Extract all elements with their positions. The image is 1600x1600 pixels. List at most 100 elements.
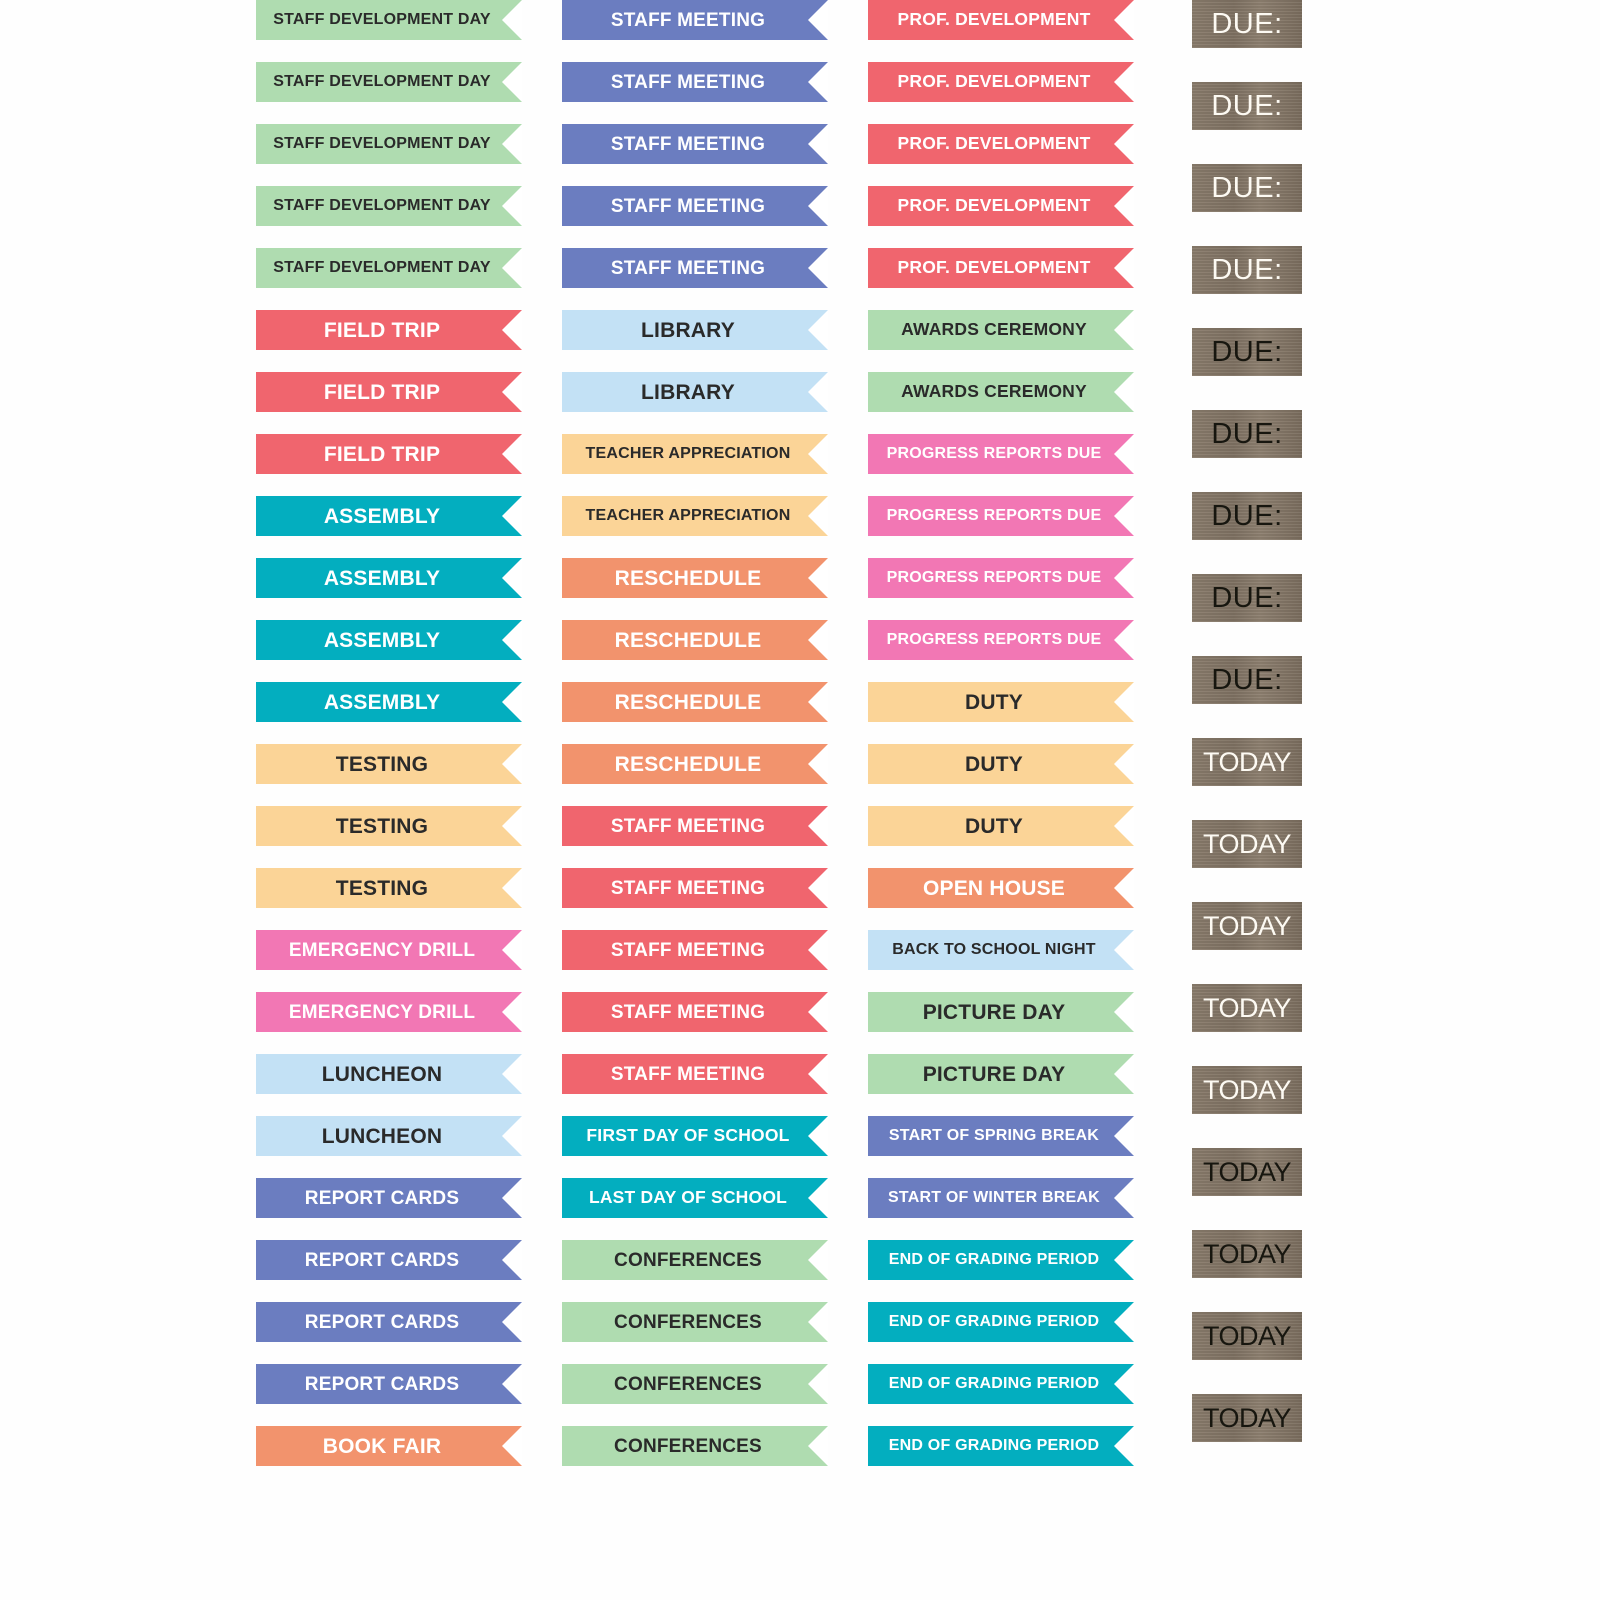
- ribbon-sticker[interactable]: BACK TO SCHOOL NIGHT: [868, 930, 1134, 970]
- ribbon-sticker[interactable]: REPORT CARDS: [256, 1178, 522, 1218]
- ribbon-sticker[interactable]: STAFF MEETING: [562, 806, 828, 846]
- ribbon-sticker[interactable]: END OF GRADING PERIOD: [868, 1364, 1134, 1404]
- ribbon-sticker[interactable]: END OF GRADING PERIOD: [868, 1240, 1134, 1280]
- ribbon-sticker-label: STAFF MEETING: [610, 133, 766, 155]
- ribbon-sticker-label: CONFERENCES: [614, 1373, 762, 1395]
- ribbon-sticker[interactable]: STAFF MEETING: [562, 0, 828, 40]
- wood-sticker-today[interactable]: TODAY: [1192, 1312, 1302, 1360]
- wood-sticker-due[interactable]: DUE:: [1192, 656, 1302, 704]
- ribbon-sticker[interactable]: END OF GRADING PERIOD: [868, 1426, 1134, 1466]
- ribbon-sticker[interactable]: DUTY: [868, 682, 1134, 722]
- wood-sticker-due[interactable]: DUE:: [1192, 410, 1302, 458]
- ribbon-sticker[interactable]: FIRST DAY OF SCHOOL: [562, 1116, 828, 1156]
- ribbon-sticker-label: PROF. DEVELOPMENT: [897, 9, 1091, 30]
- ribbon-sticker[interactable]: CONFERENCES: [562, 1302, 828, 1342]
- ribbon-sticker[interactable]: START OF SPRING BREAK: [868, 1116, 1134, 1156]
- ribbon-sticker[interactable]: DUTY: [868, 744, 1134, 784]
- ribbon-sticker[interactable]: PROF. DEVELOPMENT: [868, 248, 1134, 288]
- ribbon-sticker[interactable]: STAFF DEVELOPMENT DAY: [256, 186, 522, 226]
- wood-sticker-due[interactable]: DUE:: [1192, 574, 1302, 622]
- ribbon-sticker[interactable]: TESTING: [256, 806, 522, 846]
- ribbon-sticker[interactable]: FIELD TRIP: [256, 372, 522, 412]
- wood-sticker-due[interactable]: DUE:: [1192, 492, 1302, 540]
- ribbon-sticker[interactable]: FIELD TRIP: [256, 310, 522, 350]
- ribbon-sticker[interactable]: STAFF MEETING: [562, 62, 828, 102]
- ribbon-sticker[interactable]: EMERGENCY DRILL: [256, 930, 522, 970]
- ribbon-sticker[interactable]: STAFF MEETING: [562, 124, 828, 164]
- ribbon-sticker[interactable]: ASSEMBLY: [256, 620, 522, 660]
- ribbon-sticker[interactable]: STAFF MEETING: [562, 1054, 828, 1094]
- ribbon-sticker[interactable]: STAFF MEETING: [562, 868, 828, 908]
- ribbon-sticker[interactable]: AWARDS CEREMONY: [868, 310, 1134, 350]
- wood-sticker-due[interactable]: DUE:: [1192, 0, 1302, 48]
- ribbon-sticker[interactable]: STAFF MEETING: [562, 248, 828, 288]
- wood-sticker-today[interactable]: TODAY: [1192, 902, 1302, 950]
- ribbon-sticker[interactable]: ASSEMBLY: [256, 496, 522, 536]
- wood-sticker-due[interactable]: DUE:: [1192, 246, 1302, 294]
- wood-sticker-today[interactable]: TODAY: [1192, 1148, 1302, 1196]
- ribbon-sticker[interactable]: RESCHEDULE: [562, 558, 828, 598]
- wood-sticker-today[interactable]: TODAY: [1192, 1230, 1302, 1278]
- wood-sticker-today[interactable]: TODAY: [1192, 1066, 1302, 1114]
- wood-sticker-today[interactable]: TODAY: [1192, 738, 1302, 786]
- ribbon-sticker-label: LUNCHEON: [321, 1062, 443, 1086]
- wood-sticker-due[interactable]: DUE:: [1192, 82, 1302, 130]
- ribbon-sticker[interactable]: RESCHEDULE: [562, 682, 828, 722]
- ribbon-sticker[interactable]: PROF. DEVELOPMENT: [868, 124, 1134, 164]
- ribbon-sticker-label: STAFF MEETING: [610, 877, 766, 899]
- ribbon-sticker[interactable]: TEACHER APPRECIATION: [562, 434, 828, 474]
- ribbon-sticker[interactable]: START OF WINTER BREAK: [868, 1178, 1134, 1218]
- wood-sticker-due[interactable]: DUE:: [1192, 164, 1302, 212]
- ribbon-sticker[interactable]: PROF. DEVELOPMENT: [868, 62, 1134, 102]
- ribbon-sticker[interactable]: PROGRESS REPORTS DUE: [868, 434, 1134, 474]
- wood-sticker-today[interactable]: TODAY: [1192, 1394, 1302, 1442]
- ribbon-sticker[interactable]: STAFF DEVELOPMENT DAY: [256, 248, 522, 288]
- ribbon-sticker[interactable]: EMERGENCY DRILL: [256, 992, 522, 1032]
- ribbon-sticker[interactable]: LAST DAY OF SCHOOL: [562, 1178, 828, 1218]
- ribbon-sticker-label: RESCHEDULE: [614, 752, 762, 776]
- ribbon-sticker-label: RESCHEDULE: [614, 566, 762, 590]
- ribbon-sticker[interactable]: REPORT CARDS: [256, 1364, 522, 1404]
- ribbon-sticker[interactable]: DUTY: [868, 806, 1134, 846]
- ribbon-sticker[interactable]: ASSEMBLY: [256, 682, 522, 722]
- ribbon-sticker[interactable]: REPORT CARDS: [256, 1302, 522, 1342]
- ribbon-sticker[interactable]: STAFF MEETING: [562, 186, 828, 226]
- ribbon-sticker[interactable]: CONFERENCES: [562, 1426, 828, 1466]
- ribbon-sticker[interactable]: PICTURE DAY: [868, 992, 1134, 1032]
- ribbon-sticker[interactable]: END OF GRADING PERIOD: [868, 1302, 1134, 1342]
- ribbon-sticker[interactable]: REPORT CARDS: [256, 1240, 522, 1280]
- ribbon-sticker[interactable]: PROGRESS REPORTS DUE: [868, 558, 1134, 598]
- ribbon-sticker[interactable]: STAFF DEVELOPMENT DAY: [256, 62, 522, 102]
- ribbon-sticker[interactable]: RESCHEDULE: [562, 744, 828, 784]
- ribbon-sticker[interactable]: LUNCHEON: [256, 1054, 522, 1094]
- wood-sticker-due[interactable]: DUE:: [1192, 328, 1302, 376]
- ribbon-sticker[interactable]: PROF. DEVELOPMENT: [868, 0, 1134, 40]
- ribbon-sticker[interactable]: CONFERENCES: [562, 1364, 828, 1404]
- ribbon-sticker[interactable]: LIBRARY: [562, 310, 828, 350]
- ribbon-sticker[interactable]: PROGRESS REPORTS DUE: [868, 496, 1134, 536]
- ribbon-sticker[interactable]: LIBRARY: [562, 372, 828, 412]
- ribbon-sticker[interactable]: TESTING: [256, 868, 522, 908]
- ribbon-sticker-label: PICTURE DAY: [922, 1062, 1066, 1086]
- ribbon-sticker[interactable]: ASSEMBLY: [256, 558, 522, 598]
- ribbon-sticker[interactable]: RESCHEDULE: [562, 620, 828, 660]
- ribbon-sticker[interactable]: OPEN HOUSE: [868, 868, 1134, 908]
- sticker-column-1: STAFF DEVELOPMENT DAY STAFF DEVELOPMENT D…: [256, 0, 522, 1488]
- ribbon-sticker[interactable]: BOOK FAIR: [256, 1426, 522, 1466]
- ribbon-sticker[interactable]: AWARDS CEREMONY: [868, 372, 1134, 412]
- ribbon-sticker[interactable]: PICTURE DAY: [868, 1054, 1134, 1094]
- ribbon-sticker[interactable]: STAFF DEVELOPMENT DAY: [256, 0, 522, 40]
- ribbon-sticker[interactable]: STAFF DEVELOPMENT DAY: [256, 124, 522, 164]
- wood-sticker-today[interactable]: TODAY: [1192, 820, 1302, 868]
- ribbon-sticker[interactable]: FIELD TRIP: [256, 434, 522, 474]
- ribbon-sticker-label: END OF GRADING PERIOD: [888, 1437, 1100, 1454]
- ribbon-sticker[interactable]: CONFERENCES: [562, 1240, 828, 1280]
- ribbon-sticker[interactable]: TEACHER APPRECIATION: [562, 496, 828, 536]
- ribbon-sticker[interactable]: STAFF MEETING: [562, 992, 828, 1032]
- ribbon-sticker[interactable]: STAFF MEETING: [562, 930, 828, 970]
- wood-sticker-today[interactable]: TODAY: [1192, 984, 1302, 1032]
- ribbon-sticker[interactable]: TESTING: [256, 744, 522, 784]
- ribbon-sticker[interactable]: PROF. DEVELOPMENT: [868, 186, 1134, 226]
- ribbon-sticker[interactable]: LUNCHEON: [256, 1116, 522, 1156]
- ribbon-sticker[interactable]: PROGRESS REPORTS DUE: [868, 620, 1134, 660]
